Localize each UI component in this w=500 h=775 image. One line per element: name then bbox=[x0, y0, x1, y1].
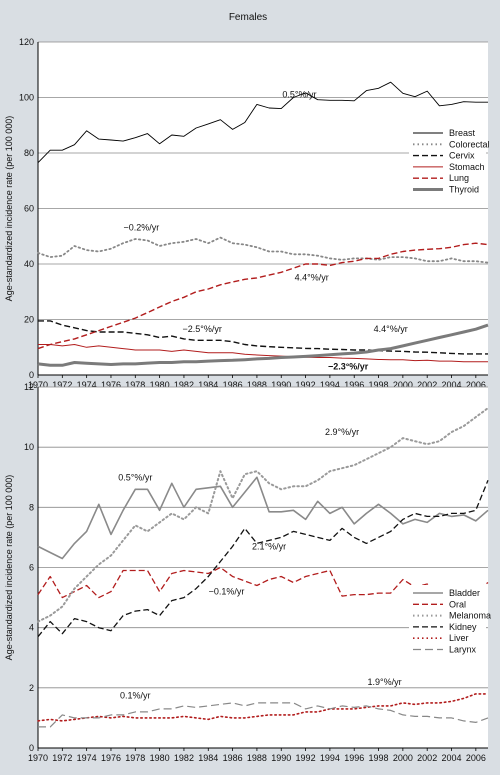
x-tick-label: 2006 bbox=[466, 380, 486, 390]
x-tick-label: 1982 bbox=[174, 753, 194, 763]
x-tick-label: 1972 bbox=[52, 753, 72, 763]
x-tick-label: 2004 bbox=[441, 380, 461, 390]
x-tick-label: 1986 bbox=[223, 380, 243, 390]
legend-label-bladder: Bladder bbox=[449, 588, 480, 598]
series-line-stomach bbox=[38, 344, 488, 363]
legend-label-oral: Oral bbox=[449, 599, 466, 609]
x-tick-label: 2006 bbox=[466, 753, 486, 763]
x-tick-label: 1994 bbox=[320, 380, 340, 390]
trend-annotation: 2.1°%/yr bbox=[252, 541, 286, 551]
x-tick-label: 1976 bbox=[101, 380, 121, 390]
trend-annotation: 2.9°%/yr bbox=[325, 427, 359, 437]
x-tick-label: 1972 bbox=[52, 380, 72, 390]
y-tick-label: 0 bbox=[29, 370, 34, 380]
y-tick-label: 20 bbox=[24, 315, 34, 325]
x-tick-label: 1970 bbox=[28, 380, 48, 390]
x-tick-label: 2000 bbox=[393, 380, 413, 390]
trend-annotation: −0.2%/yr bbox=[123, 223, 159, 233]
x-tick-label: 1982 bbox=[174, 380, 194, 390]
legend-label-melanoma: Melanoma bbox=[449, 611, 491, 621]
x-tick-label: 1984 bbox=[198, 753, 218, 763]
legend-label-liver: Liver bbox=[449, 633, 469, 643]
series-line-melanoma bbox=[37, 407, 489, 623]
trend-annotation: 0.1%/yr bbox=[120, 690, 151, 700]
y-tick-label: 80 bbox=[24, 148, 34, 158]
y-tick-label: 12 bbox=[24, 382, 34, 392]
legend-label-thyroid: Thyroid bbox=[449, 185, 479, 195]
y-tick-label: 60 bbox=[24, 204, 34, 214]
x-tick-label: 1990 bbox=[271, 753, 291, 763]
x-tick-label: 1974 bbox=[77, 753, 97, 763]
y-tick-label: 40 bbox=[24, 259, 34, 269]
legend-background bbox=[409, 125, 486, 198]
x-tick-label: 1998 bbox=[369, 753, 389, 763]
series-line-colorectal bbox=[37, 236, 489, 264]
top-chart-panel: 0 20 40 60 80 100 120 1970 1972 1974 1976 1978 1980 1… bbox=[4, 37, 490, 390]
series-line-thyroid bbox=[37, 323, 489, 367]
trend-annotation: 4.4°%/yr bbox=[295, 273, 329, 283]
x-tick-label: 1994 bbox=[320, 753, 340, 763]
x-tick-label: 1980 bbox=[150, 380, 170, 390]
trend-annotation: 1.9°%/yr bbox=[368, 677, 402, 687]
series-line-kidney bbox=[37, 480, 489, 638]
y-tick-label: 0 bbox=[29, 743, 34, 753]
legend-label-larynx: Larynx bbox=[449, 645, 477, 655]
x-tick-label: 2000 bbox=[393, 753, 413, 763]
legend-label-kidney: Kidney bbox=[449, 622, 477, 632]
y-tick-label: 4 bbox=[29, 623, 34, 633]
y-tick-label: 6 bbox=[29, 563, 34, 573]
y-axis-label: Age-standardized incidence rate (per 100… bbox=[4, 116, 14, 302]
y-tick-label: 120 bbox=[19, 37, 34, 47]
legend-background bbox=[409, 585, 486, 658]
x-tick-label: 1996 bbox=[344, 753, 364, 763]
x-tick-label: 1984 bbox=[198, 380, 218, 390]
x-tick-label: 1988 bbox=[247, 753, 267, 763]
y-tick-label: 100 bbox=[19, 93, 34, 103]
x-tick-label: 1970 bbox=[28, 753, 48, 763]
series-line-lung bbox=[37, 242, 489, 350]
legend-label-colorectal: Colorectal bbox=[449, 139, 490, 149]
x-tick-label: 1996 bbox=[344, 380, 364, 390]
trend-annotation: 4.4°%/yr bbox=[374, 324, 408, 334]
y-tick-label: 2 bbox=[29, 683, 34, 693]
series-line-larynx bbox=[38, 702, 489, 728]
x-tick-label: 1976 bbox=[101, 753, 121, 763]
y-tick-label: 10 bbox=[24, 442, 34, 452]
figure-title: Females bbox=[229, 12, 267, 23]
x-tick-label: 1978 bbox=[125, 753, 145, 763]
y-axis-label: Age-standardized incidence rate (per 100… bbox=[4, 475, 14, 661]
trend-annotation: −2.5°%/yr bbox=[183, 324, 222, 334]
series-line-oral bbox=[37, 566, 489, 599]
x-tick-label: 2004 bbox=[441, 753, 461, 763]
x-tick-label: 1990 bbox=[271, 380, 291, 390]
x-tick-label: 1980 bbox=[150, 753, 170, 763]
x-tick-label: 1974 bbox=[77, 380, 97, 390]
series-line-bladder bbox=[37, 476, 489, 560]
x-tick-label: 1992 bbox=[296, 753, 316, 763]
x-tick-label: 1992 bbox=[296, 380, 316, 390]
trend-annotation: −2.3°%/yr bbox=[328, 361, 369, 371]
legend-label-breast: Breast bbox=[449, 128, 476, 138]
x-tick-label: 1988 bbox=[247, 380, 267, 390]
trend-annotation: 0.5°%/yr bbox=[282, 90, 316, 100]
trend-annotation: 0.5°%/yr bbox=[118, 472, 152, 482]
series-line-liver bbox=[37, 693, 489, 722]
y-tick-label: 8 bbox=[29, 502, 34, 512]
series-line-breast bbox=[37, 81, 488, 164]
series-line-cervix bbox=[38, 320, 488, 355]
x-tick-label: 1978 bbox=[125, 380, 145, 390]
legend-label-cervix: Cervix bbox=[449, 151, 475, 161]
x-tick-label: 1998 bbox=[369, 380, 389, 390]
x-tick-label: 1986 bbox=[223, 753, 243, 763]
trend-annotation: −0.1%/yr bbox=[209, 587, 245, 597]
x-tick-label: 2002 bbox=[417, 753, 437, 763]
x-tick-label: 2002 bbox=[417, 380, 437, 390]
legend-label-lung: Lung bbox=[449, 173, 469, 183]
legend-label-stomach: Stomach bbox=[449, 162, 485, 172]
